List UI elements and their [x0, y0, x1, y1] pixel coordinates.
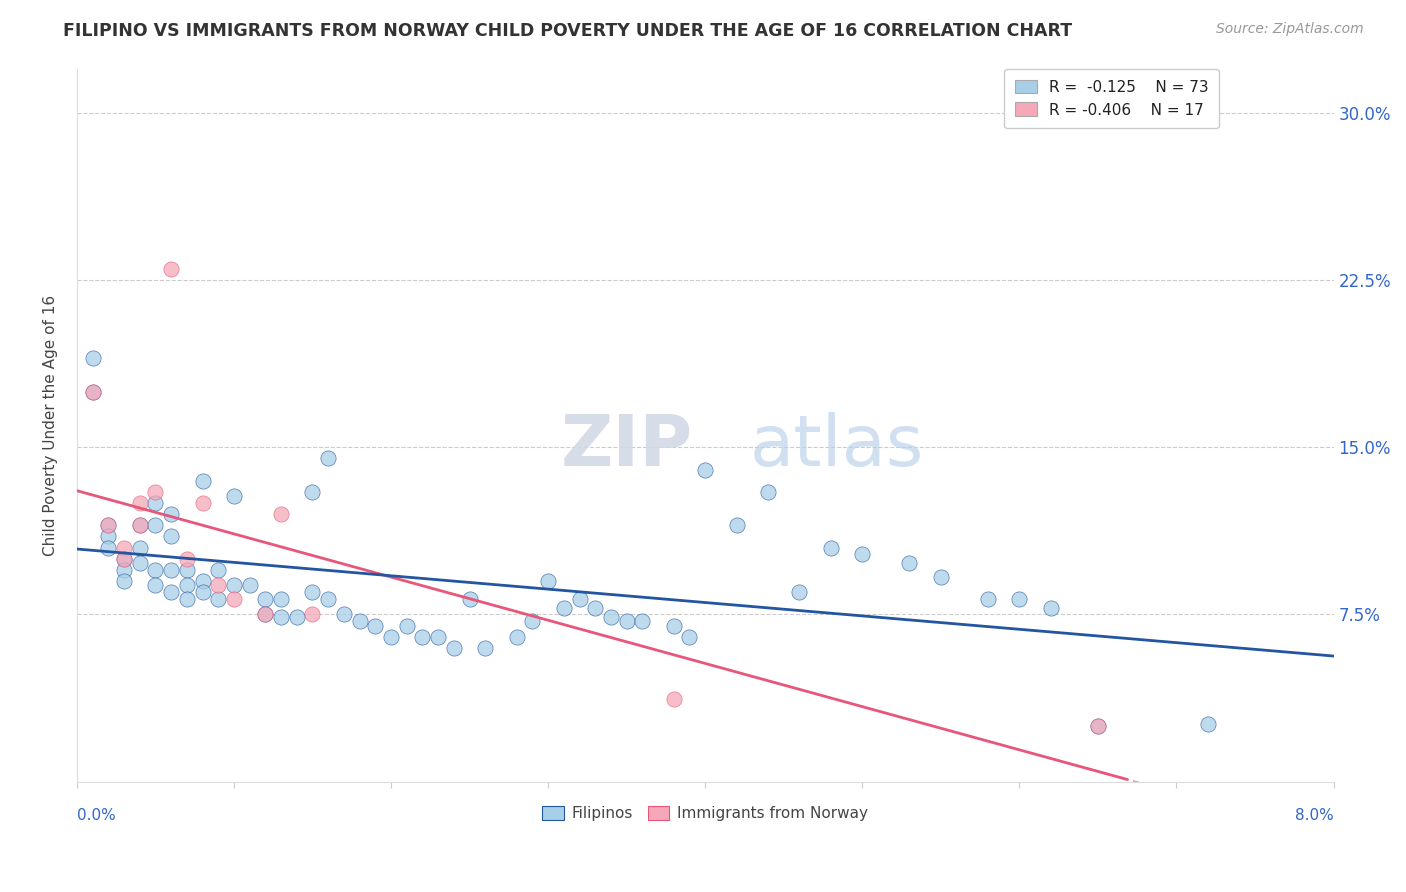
- Y-axis label: Child Poverty Under the Age of 16: Child Poverty Under the Age of 16: [44, 294, 58, 556]
- Point: [553, 600, 575, 615]
- Point: [160, 529, 183, 543]
- Point: [270, 591, 292, 606]
- Point: [411, 630, 433, 644]
- Point: [662, 618, 685, 632]
- Point: [898, 556, 921, 570]
- Point: [160, 563, 183, 577]
- Point: [222, 489, 245, 503]
- Point: [616, 614, 638, 628]
- Text: ZIP: ZIP: [561, 412, 693, 481]
- Point: [301, 585, 323, 599]
- Point: [160, 507, 183, 521]
- Point: [285, 609, 308, 624]
- Point: [725, 518, 748, 533]
- Point: [364, 618, 387, 632]
- Point: [1008, 591, 1031, 606]
- Point: [128, 518, 150, 533]
- Point: [145, 563, 167, 577]
- Point: [695, 462, 717, 476]
- Point: [207, 591, 229, 606]
- Text: 8.0%: 8.0%: [1295, 808, 1333, 823]
- Point: [207, 563, 229, 577]
- Point: [112, 551, 135, 566]
- Point: [160, 262, 183, 277]
- Point: [583, 600, 606, 615]
- Point: [678, 630, 700, 644]
- Point: [977, 591, 1000, 606]
- Point: [1197, 716, 1219, 731]
- Point: [568, 591, 591, 606]
- Text: Source: ZipAtlas.com: Source: ZipAtlas.com: [1216, 22, 1364, 37]
- Point: [191, 574, 214, 588]
- Point: [176, 591, 198, 606]
- Point: [505, 630, 527, 644]
- Point: [128, 518, 150, 533]
- Point: [395, 618, 418, 632]
- Point: [176, 563, 198, 577]
- Point: [1087, 719, 1109, 733]
- Point: [222, 591, 245, 606]
- Point: [191, 496, 214, 510]
- Point: [222, 578, 245, 592]
- Point: [316, 451, 339, 466]
- Point: [112, 551, 135, 566]
- Point: [82, 384, 104, 399]
- Text: atlas: atlas: [749, 412, 924, 481]
- Point: [128, 556, 150, 570]
- Point: [254, 607, 277, 622]
- Point: [191, 585, 214, 599]
- Point: [112, 574, 135, 588]
- Point: [631, 614, 654, 628]
- Point: [443, 640, 465, 655]
- Point: [474, 640, 496, 655]
- Point: [254, 591, 277, 606]
- Point: [97, 518, 120, 533]
- Point: [145, 578, 167, 592]
- Point: [97, 541, 120, 555]
- Point: [82, 384, 104, 399]
- Point: [522, 614, 544, 628]
- Point: [254, 607, 277, 622]
- Point: [789, 585, 811, 599]
- Point: [145, 496, 167, 510]
- Legend: R =  -0.125    N = 73, R = -0.406    N = 17: R = -0.125 N = 73, R = -0.406 N = 17: [1004, 69, 1219, 128]
- Point: [176, 551, 198, 566]
- Point: [600, 609, 623, 624]
- Point: [1087, 719, 1109, 733]
- Point: [128, 541, 150, 555]
- Point: [820, 541, 842, 555]
- Point: [349, 614, 371, 628]
- Point: [160, 585, 183, 599]
- Point: [851, 547, 873, 561]
- Point: [929, 569, 952, 583]
- Point: [1039, 600, 1062, 615]
- Point: [207, 578, 229, 592]
- Point: [662, 692, 685, 706]
- Point: [537, 574, 560, 588]
- Point: [191, 474, 214, 488]
- Point: [380, 630, 402, 644]
- Point: [301, 484, 323, 499]
- Point: [112, 541, 135, 555]
- Text: 0.0%: 0.0%: [77, 808, 115, 823]
- Point: [128, 496, 150, 510]
- Point: [112, 563, 135, 577]
- Point: [145, 484, 167, 499]
- Point: [176, 578, 198, 592]
- Point: [756, 484, 779, 499]
- Point: [427, 630, 450, 644]
- Point: [270, 507, 292, 521]
- Point: [270, 609, 292, 624]
- Text: FILIPINO VS IMMIGRANTS FROM NORWAY CHILD POVERTY UNDER THE AGE OF 16 CORRELATION: FILIPINO VS IMMIGRANTS FROM NORWAY CHILD…: [63, 22, 1073, 40]
- Point: [458, 591, 481, 606]
- Point: [301, 607, 323, 622]
- Point: [97, 518, 120, 533]
- Point: [316, 591, 339, 606]
- Point: [97, 529, 120, 543]
- Point: [82, 351, 104, 366]
- Point: [239, 578, 262, 592]
- Point: [145, 518, 167, 533]
- Point: [333, 607, 356, 622]
